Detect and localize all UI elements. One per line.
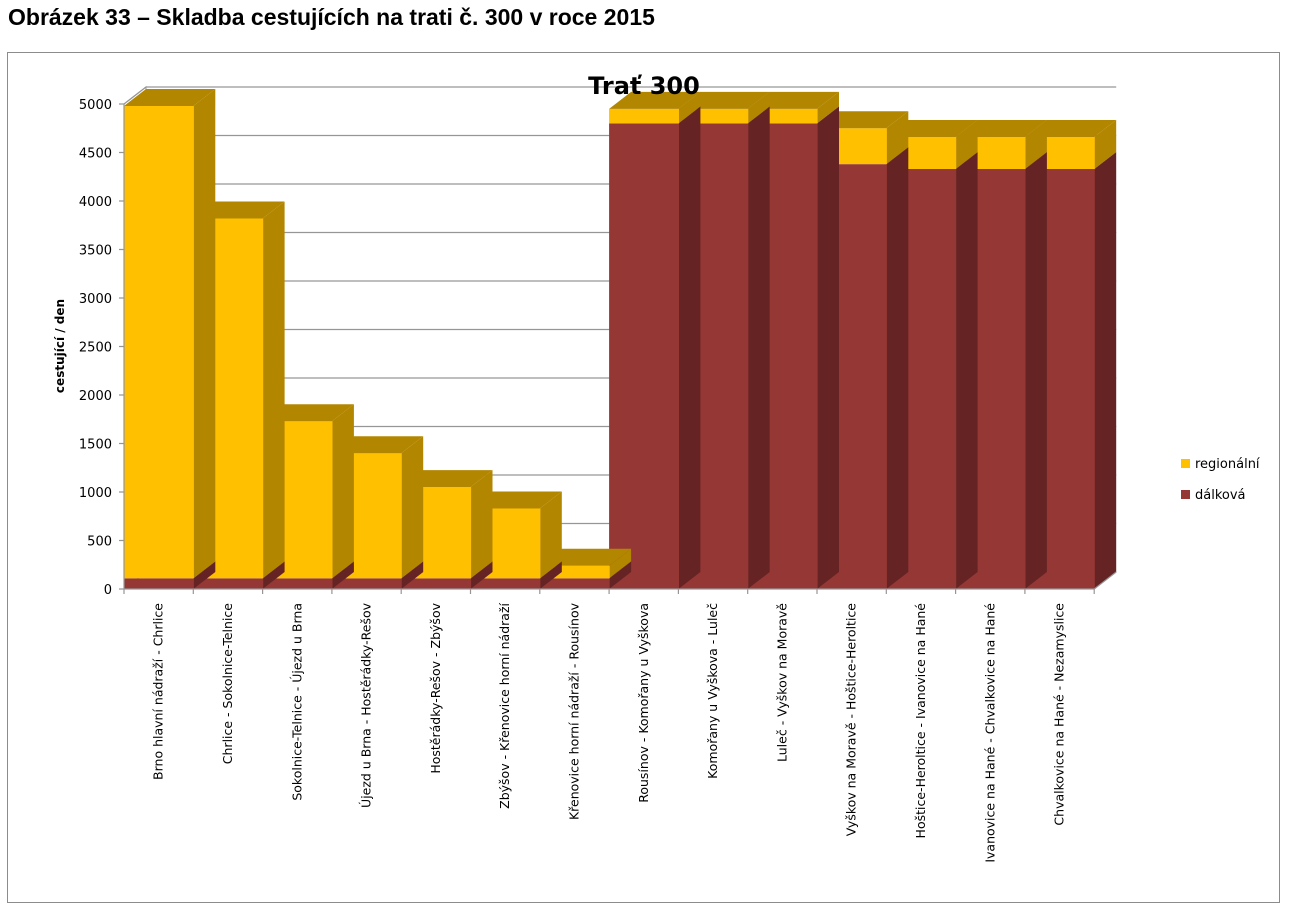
bar-side-regionalni [955, 119, 978, 169]
bar-dalkova [401, 578, 472, 589]
x-tick-label: Rousínov - Komořany u Vyškova [636, 603, 651, 803]
bar-top [331, 436, 424, 454]
bar-top [539, 548, 632, 566]
bar-regionalni [124, 105, 194, 579]
y-tick-label: 4500 [79, 147, 112, 162]
bar-side-regionalni [1094, 119, 1117, 169]
bar-side-dalkova [401, 561, 424, 589]
legend-label-dalkova: dálková [1195, 488, 1246, 503]
bar-side-regionalni [193, 88, 216, 579]
bar-side-dalkova [817, 106, 839, 590]
bar-side-regionalni [817, 91, 839, 124]
bar-side-dalkova [1024, 151, 1047, 589]
bar-dalkova [331, 578, 402, 589]
y-tick-label: 2000 [79, 389, 112, 404]
bar-side-dalkova [955, 151, 978, 589]
y-tick-label: 4000 [79, 195, 112, 210]
x-tick-labels: Brno hlavní nádraží - Chrlice Chrlice - S… [151, 602, 1067, 862]
legend: regionální dálková [1181, 457, 1260, 503]
legend-swatch-regionalni [1181, 459, 1190, 468]
bar-top [262, 404, 354, 422]
bar-side-regionalni [886, 111, 909, 165]
bar-side-dalkova [1094, 151, 1117, 589]
bar-dalkova [539, 578, 610, 589]
y-tick-labels: 0 500 1000 1500 2000 2500 3000 3500 4000 4500 5000 [79, 98, 112, 598]
x-tick-label: Luleč - Vyškov na Moravě [774, 603, 789, 762]
bar-side-dalkova [747, 106, 770, 590]
y-axis-label: cestující / den [53, 299, 67, 393]
bar-top [401, 470, 493, 488]
x-tick-label: Vyškov na Moravě - Hoštice-Heroltice [844, 603, 859, 837]
x-tick-label: Hostěrádky-Rešov - Zbýšov [428, 602, 443, 773]
y-tick-label: 500 [87, 535, 112, 550]
y-tick-label: 2500 [79, 341, 112, 356]
bar-top [609, 91, 701, 109]
bar-side-regionalni [747, 91, 770, 124]
x-tick-label: Sokolnice-Telnice - Újezd u Brna [289, 603, 304, 801]
bar-dalkova [124, 578, 194, 589]
legend-label-regionalni: regionální [1195, 457, 1260, 472]
axes [123, 104, 1117, 594]
bar-top [886, 119, 978, 137]
bar-side-dalkova [678, 106, 701, 590]
bar-top [1024, 119, 1117, 137]
bar-dalkova [193, 578, 264, 589]
bar-dalkova [609, 123, 679, 590]
bar-side-regionalni [262, 201, 285, 579]
y-tick-label: 3500 [79, 244, 112, 259]
chart-area: 0 500 1000 1500 2000 2500 3000 3500 4000 4500 5000… [53, 72, 1260, 863]
bar-top [747, 91, 839, 109]
bar-side-regionalni [331, 404, 354, 579]
x-tick-label: Zbýšov - Křenovice horní nádraží [497, 602, 512, 808]
bar-side-regionalni [470, 470, 493, 579]
figure-caption: Obrázek 33 – Skladba cestujících na trat… [8, 4, 655, 30]
y-tick-label: 0 [104, 583, 112, 598]
bar-side-regionalni [1024, 119, 1047, 169]
x-tick-label: Chrlice - Sokolnice-Telnice [220, 603, 235, 765]
bar-top [193, 201, 285, 219]
chart-frame: 0 500 1000 1500 2000 2500 3000 3500 4000 4500 5000… [7, 52, 1280, 903]
bar-dalkova [262, 578, 333, 589]
x-tick-label: Chvalkovice na Hané - Nezamyslice [1052, 603, 1067, 826]
x-tick-label: Ivanovice na Hané - Chvalkovice na Hané [982, 603, 997, 863]
legend-swatch-dalkova [1181, 490, 1190, 499]
bar-side-regionalni [609, 548, 632, 579]
y-tick-label: 1000 [79, 486, 112, 501]
chart-title: Trať 300 [588, 72, 700, 100]
y-tick-label: 5000 [79, 98, 112, 113]
x-tick-label: Hoštice-Heroltice - Ivanovice na Hané [913, 603, 928, 839]
bar-dalkova [470, 578, 541, 589]
bar-side-dalkova [539, 561, 562, 589]
gridline [119, 86, 1117, 105]
x-tick-label: Křenovice horní nádraží - Rousínov [566, 602, 581, 820]
x-tick-label: Komořany u Vyškova - Luleč [705, 603, 720, 779]
bar-side-dalkova [193, 561, 216, 589]
x-tick-label: Újezd u Brna - Hostěrádky-Rešov [359, 602, 374, 808]
y-tick-label: 1500 [79, 438, 112, 453]
x-tick-label: Brno hlavní nádraží - Chrlice [151, 603, 166, 780]
bar-top [124, 88, 216, 106]
bar-side-dalkova [262, 561, 285, 589]
bar-side-regionalni [678, 91, 701, 124]
bar-top [678, 91, 770, 109]
bar-top [470, 491, 562, 509]
bar-top [817, 111, 909, 129]
bar-side-dalkova [609, 561, 632, 589]
bar-top [955, 119, 1047, 137]
bar-side-dalkova [331, 561, 354, 589]
bar-side-regionalni [539, 491, 562, 579]
bar-side-dalkova [886, 147, 909, 589]
bar-side-dalkova [470, 561, 493, 589]
bar-regionalni [609, 108, 679, 124]
bars [124, 88, 1117, 590]
bar-side-regionalni [401, 436, 424, 579]
y-tick-label: 3000 [79, 292, 112, 307]
